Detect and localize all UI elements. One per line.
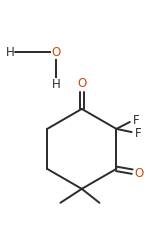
Text: O: O <box>77 77 86 90</box>
Text: O: O <box>134 167 144 180</box>
Text: H: H <box>6 46 15 59</box>
Text: O: O <box>51 46 60 59</box>
Text: F: F <box>135 127 142 140</box>
Text: H: H <box>51 78 60 91</box>
Text: F: F <box>133 114 140 127</box>
